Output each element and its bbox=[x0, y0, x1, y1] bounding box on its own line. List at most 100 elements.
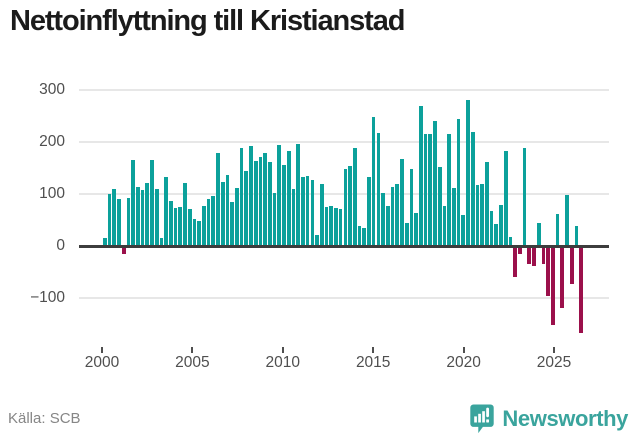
newsworthy-logo-icon bbox=[470, 404, 495, 434]
bar bbox=[150, 160, 154, 246]
bar bbox=[536, 222, 541, 246]
bar bbox=[560, 246, 565, 309]
bar bbox=[103, 238, 107, 246]
bar bbox=[159, 237, 164, 246]
bar bbox=[291, 189, 296, 246]
bar bbox=[145, 182, 150, 246]
bar bbox=[404, 223, 409, 246]
bar bbox=[437, 166, 442, 246]
bar bbox=[324, 207, 329, 246]
bar bbox=[173, 208, 178, 246]
bar bbox=[423, 133, 428, 246]
bar bbox=[121, 246, 126, 254]
bar bbox=[202, 206, 206, 246]
y-axis-tick-label: 200 bbox=[39, 133, 65, 150]
x-axis-tick bbox=[372, 347, 375, 353]
bar bbox=[385, 206, 390, 246]
x-axis-tick-label: 2025 bbox=[536, 354, 572, 371]
bar bbox=[541, 246, 546, 265]
x-axis-tick bbox=[101, 347, 103, 353]
bar bbox=[258, 156, 263, 246]
bar bbox=[418, 105, 423, 246]
bar bbox=[263, 153, 268, 246]
bar bbox=[546, 246, 550, 296]
bar bbox=[253, 160, 258, 246]
bar bbox=[244, 170, 249, 246]
newsworthy-wordmark: Newsworthy bbox=[502, 405, 628, 431]
bar bbox=[442, 206, 447, 246]
bar bbox=[451, 188, 456, 246]
y-axis-tick-label: 100 bbox=[39, 185, 65, 202]
bar bbox=[296, 144, 301, 246]
bar bbox=[154, 188, 159, 246]
bar bbox=[206, 199, 211, 246]
x-axis-tick-label: 2005 bbox=[175, 354, 210, 371]
bar bbox=[551, 246, 555, 326]
bar bbox=[107, 194, 112, 246]
x-axis-line bbox=[79, 244, 609, 248]
bar bbox=[140, 190, 145, 246]
bar bbox=[310, 179, 315, 246]
bar bbox=[183, 182, 187, 246]
bar bbox=[499, 205, 503, 246]
bar bbox=[239, 147, 244, 246]
bar bbox=[249, 146, 253, 246]
source-label: Källa: SCB bbox=[8, 410, 81, 427]
bar bbox=[409, 168, 414, 246]
bar bbox=[428, 133, 433, 246]
y-axis-tick-label: 0 bbox=[56, 237, 65, 254]
bar bbox=[527, 246, 532, 264]
bar bbox=[456, 118, 461, 246]
bar bbox=[319, 184, 324, 246]
gridline bbox=[79, 297, 609, 299]
bar bbox=[187, 209, 192, 246]
bar bbox=[371, 117, 376, 246]
bar bbox=[470, 132, 475, 246]
bar bbox=[164, 176, 168, 246]
y-axis-tick-label: 300 bbox=[39, 81, 65, 98]
x-axis-tick bbox=[553, 347, 555, 353]
chart-title: Nettoinflyttning till Kristianstad bbox=[10, 5, 405, 37]
bar bbox=[513, 246, 517, 278]
bar bbox=[348, 165, 352, 246]
bar bbox=[518, 246, 522, 254]
bar bbox=[305, 176, 310, 246]
bar bbox=[522, 148, 527, 246]
bar bbox=[329, 206, 334, 246]
bar bbox=[169, 200, 173, 246]
bar bbox=[480, 184, 484, 246]
bar bbox=[315, 234, 319, 246]
x-axis-tick-label: 2000 bbox=[84, 354, 120, 371]
bar bbox=[390, 186, 395, 246]
newsworthy-logo[interactable]: Newsworthy bbox=[469, 403, 628, 434]
y-axis-tick-label: −100 bbox=[30, 289, 65, 306]
bar bbox=[352, 147, 357, 246]
bar bbox=[277, 144, 282, 246]
bar bbox=[216, 153, 220, 246]
x-axis-tick bbox=[191, 347, 194, 353]
bar bbox=[400, 158, 404, 246]
bar bbox=[272, 193, 277, 246]
bar bbox=[494, 223, 499, 246]
bar bbox=[475, 185, 480, 246]
bar bbox=[574, 226, 579, 246]
bar bbox=[503, 150, 508, 246]
bar bbox=[334, 207, 338, 246]
bar bbox=[579, 246, 583, 334]
bar bbox=[362, 228, 367, 246]
bar bbox=[343, 169, 348, 246]
bar bbox=[565, 195, 569, 246]
bar bbox=[286, 151, 291, 246]
bar bbox=[235, 188, 239, 246]
x-axis-tick-label: 2010 bbox=[265, 354, 301, 371]
x-axis-tick-label: 2015 bbox=[355, 354, 391, 371]
bar bbox=[532, 246, 536, 267]
x-axis-tick-label: 2020 bbox=[446, 354, 481, 371]
bar bbox=[230, 202, 235, 246]
gridline bbox=[79, 141, 609, 143]
bar bbox=[461, 214, 466, 246]
bar bbox=[569, 246, 574, 284]
bar bbox=[178, 207, 183, 246]
